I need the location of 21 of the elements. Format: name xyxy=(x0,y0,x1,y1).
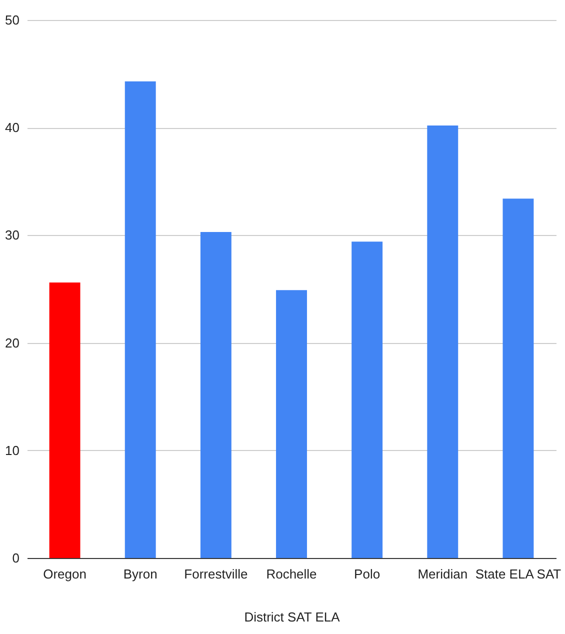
y-tick-label: 40 xyxy=(5,120,20,136)
x-tick-label: Byron xyxy=(123,566,158,582)
bar xyxy=(276,290,307,558)
bar xyxy=(427,125,458,558)
x-tick-label: Polo xyxy=(354,566,380,582)
y-tick-label: 30 xyxy=(5,228,20,243)
x-tick-label: Meridian xyxy=(418,566,468,582)
x-tick-label: State ELA SAT xyxy=(475,566,562,582)
x-axis-title: District SAT ELA xyxy=(244,610,340,624)
bar xyxy=(124,81,156,558)
y-tick-label: 50 xyxy=(5,12,20,28)
x-tick-label: Rochelle xyxy=(266,566,317,582)
y-tick-label: 0 xyxy=(12,550,20,566)
x-tick-label: Oregon xyxy=(43,566,86,582)
bar xyxy=(502,198,534,558)
bar xyxy=(49,282,80,558)
bar xyxy=(200,232,232,558)
x-tick-label: Forrestville xyxy=(184,566,248,582)
bar xyxy=(352,242,383,558)
y-tick-label: 20 xyxy=(5,335,20,350)
y-tick-label: 10 xyxy=(5,442,20,458)
